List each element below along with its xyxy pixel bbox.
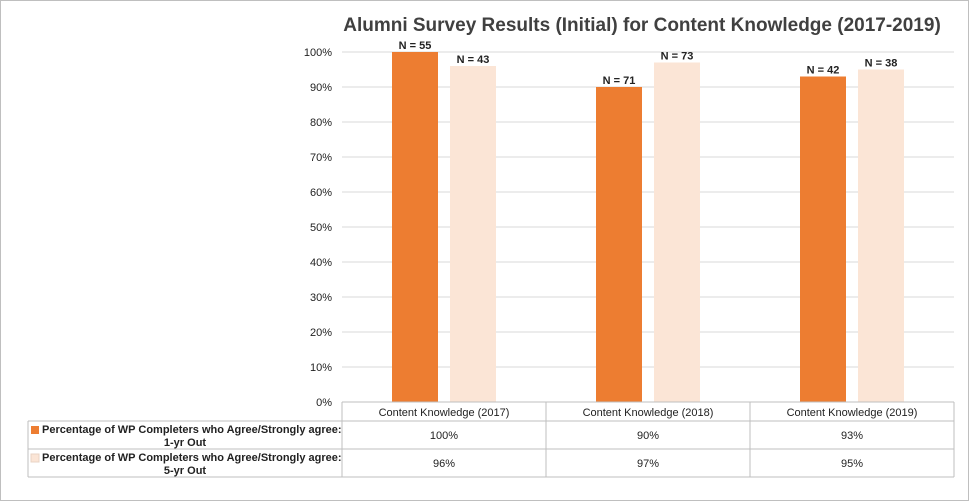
y-tick-label: 100% — [304, 47, 332, 59]
y-tick-label: 60% — [310, 187, 332, 199]
table-cell: 100% — [430, 430, 458, 442]
bar — [392, 52, 438, 402]
bar — [654, 62, 700, 402]
data-label: N = 73 — [661, 51, 694, 63]
y-axis-ticks: 0% 10% 20% 30% 40% 50% 60% 70% 80% 90% 100% — [304, 47, 332, 409]
data-table: Content Knowledge (2017) Content Knowledg… — [27, 401, 955, 478]
data-label: N = 42 — [807, 65, 840, 77]
chart-title: Alumni Survey Results (Initial) for Cont… — [343, 15, 941, 36]
table-cell: 97% — [637, 458, 659, 470]
category-label: Content Knowledge (2018) — [583, 407, 714, 419]
category-label: Content Knowledge (2017) — [379, 407, 510, 419]
y-tick-label: 90% — [310, 82, 332, 94]
data-label: N = 55 — [399, 40, 432, 52]
y-tick-label: 50% — [310, 222, 332, 234]
legend-label: 5-yr Out — [164, 465, 207, 477]
y-tick-label: 30% — [310, 292, 332, 304]
bar — [858, 69, 904, 402]
y-tick-label: 0% — [316, 397, 332, 409]
bar — [450, 66, 496, 402]
legend-label: Percentage of WP Completers who Agree/St… — [42, 452, 342, 464]
legend-label: Percentage of WP Completers who Agree/St… — [42, 424, 342, 436]
bar — [596, 87, 642, 402]
y-tick-label: 10% — [310, 362, 332, 374]
table-cell: 95% — [841, 458, 863, 470]
legend-swatch — [30, 453, 40, 463]
bars — [392, 52, 904, 402]
legend-swatch — [31, 426, 39, 434]
table-cell: 96% — [433, 458, 455, 470]
y-tick-label: 40% — [310, 257, 332, 269]
y-tick-label: 20% — [310, 327, 332, 339]
table-cell: 93% — [841, 430, 863, 442]
legend-label: 1-yr Out — [164, 437, 207, 449]
category-label: Content Knowledge (2019) — [787, 407, 918, 419]
bar — [800, 76, 846, 402]
table-cell: 90% — [637, 430, 659, 442]
data-label: N = 71 — [603, 75, 636, 87]
data-label: N = 43 — [457, 54, 490, 66]
data-label: N = 38 — [865, 58, 898, 70]
data-labels: N = 55 N = 71 N = 42 N = 43 N = 73 N = 38 — [399, 40, 898, 87]
y-tick-label: 80% — [310, 117, 332, 129]
y-tick-label: 70% — [310, 152, 332, 164]
